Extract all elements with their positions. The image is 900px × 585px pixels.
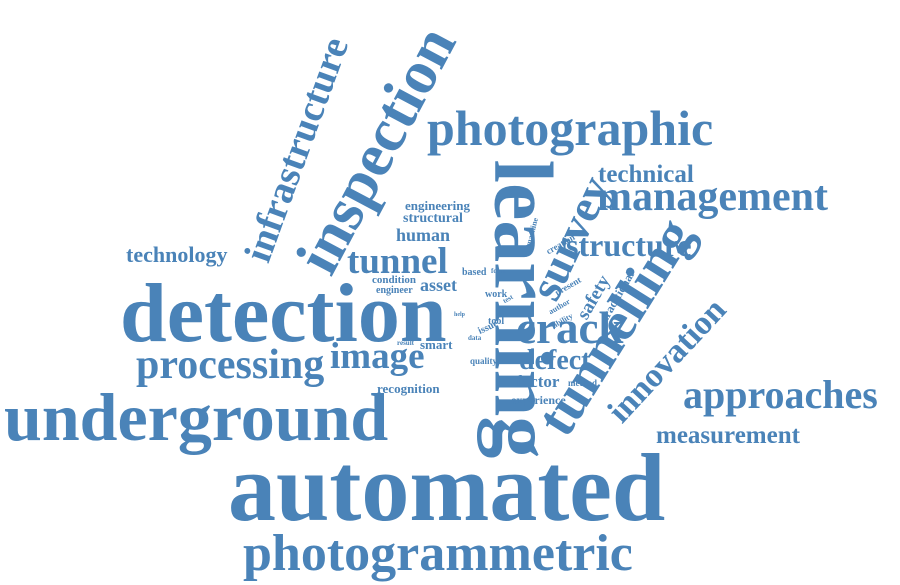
word-structural: structural	[403, 211, 463, 226]
word-focus: focus	[491, 267, 507, 275]
word-detection: detection	[120, 267, 447, 360]
word-engineer: engineer	[376, 285, 413, 296]
word-asset: asset	[420, 275, 457, 295]
word-technology: technology	[126, 242, 228, 267]
word-based: based	[462, 267, 487, 278]
word-measurement: measurement	[656, 422, 800, 449]
word-image: image	[330, 336, 425, 377]
word-tunnel: tunnel	[347, 241, 448, 282]
word-approaches: approaches	[683, 372, 878, 417]
word-recognition: recognition	[377, 381, 440, 396]
word-condition: condition	[372, 274, 417, 286]
word-engineering: engineering	[405, 198, 470, 213]
word-result: result	[397, 339, 414, 347]
word-technical: technical	[598, 161, 694, 188]
word-factor: factor	[516, 372, 560, 391]
word-method: method	[568, 378, 597, 388]
word-work: work	[485, 289, 508, 300]
word-experience: experience	[511, 393, 566, 407]
word-smart: smart	[420, 337, 453, 352]
word-help: help	[454, 312, 466, 318]
word-photogrammetric: photogrammetric	[243, 525, 633, 582]
word-structure: structure	[566, 227, 692, 263]
word-human: human	[396, 225, 451, 245]
word-automated: automated	[228, 434, 666, 541]
word-crack: crack	[516, 303, 624, 353]
word-photographic: photographic	[427, 100, 714, 156]
word-data: data	[468, 334, 482, 342]
word-tool: tool	[488, 316, 505, 327]
word-management: management	[597, 174, 828, 220]
word-processing: processing	[136, 342, 325, 388]
word-defect: defect	[519, 345, 591, 376]
word-underground: underground	[4, 379, 389, 455]
word-quality: quality	[470, 356, 498, 366]
